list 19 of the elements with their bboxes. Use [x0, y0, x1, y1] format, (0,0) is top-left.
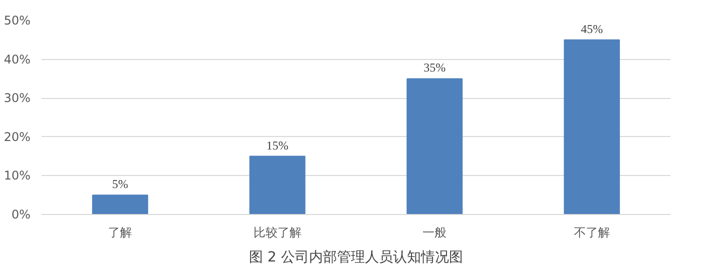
bar — [564, 39, 620, 214]
y-tick-label: 40% — [4, 52, 30, 66]
y-tick-label: 20% — [4, 130, 30, 144]
x-tick-label: 不了解 — [574, 226, 610, 240]
text: 图 2 公司内部管理人员认知情况图 — [249, 250, 463, 266]
x-tick-label: 了解 — [108, 226, 132, 240]
bar — [249, 156, 306, 214]
bar — [406, 78, 463, 214]
data-label: 45% — [580, 22, 603, 36]
y-tick-label: 0% — [11, 208, 31, 222]
y-tick-label: 10% — [4, 168, 30, 183]
data-label: 15% — [266, 138, 288, 152]
x-tick-label: 一般 — [422, 226, 447, 240]
x-tick-label: 比较了解 — [253, 226, 302, 240]
data-label: 5% — [112, 177, 128, 192]
data-label: 35% — [424, 60, 446, 75]
y-tick-label: 30% — [4, 91, 30, 106]
y-tick-label: 50% — [4, 14, 30, 28]
bar — [92, 194, 148, 214]
